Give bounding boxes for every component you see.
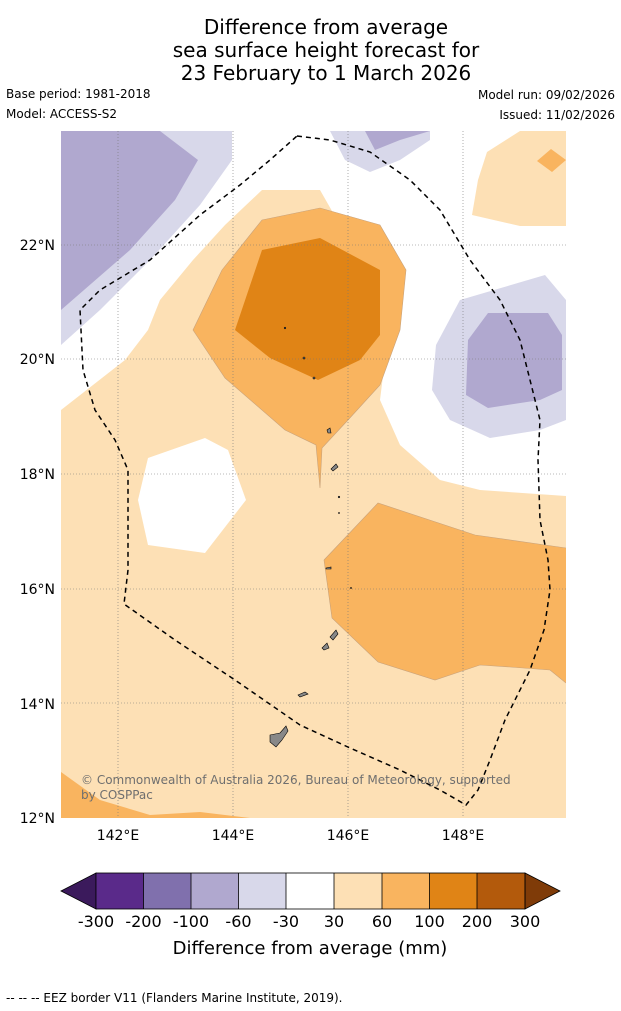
colorbar-tick-neg300: -300: [78, 912, 114, 931]
lon-label-148e: 148°E: [442, 828, 485, 844]
title-line-3: 23 February to 1 March 2026: [180, 61, 472, 85]
colorbar-tick-neg100: -100: [173, 912, 209, 931]
island-pagan: [330, 463, 339, 472]
anomaly-60-100-southwest: [61, 772, 250, 818]
colorbar-tick-neg200: -200: [125, 912, 161, 931]
colorbar-tick-30: 30: [324, 912, 344, 931]
longitude-labels: 142°E 144°E 146°E 148°E: [97, 828, 485, 844]
colorbar-tick-60: 60: [372, 912, 392, 931]
latitude-labels: 22°N 20°N 18°N 16°N 14°N 12°N: [20, 238, 55, 827]
island-maug: [312, 376, 316, 380]
island-guam: [269, 725, 289, 748]
island-tinian: [321, 642, 330, 651]
colorbar-bin-2: [143, 873, 191, 909]
colorbar: -300 -200 -100 -60 -30 30 60 100 200 300…: [60, 872, 561, 959]
lat-label-16n: 16°N: [20, 582, 55, 598]
colorbar-tick-labels: -300 -200 -100 -60 -30 30 60 100 200 300: [78, 912, 540, 931]
anomaly-neg60-neg100-east: [466, 313, 562, 408]
anomaly-neg60-neg100-northwest: [61, 131, 198, 310]
colorbar-tick-neg60: -60: [225, 912, 251, 931]
island-uracas: [283, 326, 287, 330]
lon-label-146e: 146°E: [327, 828, 370, 844]
island-alamagan: [337, 495, 341, 499]
island-asuncion: [326, 427, 332, 434]
colorbar-bin-6: [334, 873, 382, 909]
colorbar-tick-300: 300: [510, 912, 541, 931]
island-guguan: [338, 512, 340, 514]
island-anatahan: [325, 566, 332, 570]
islands: [269, 326, 352, 748]
forecast-map: © Commonwealth of Australia 2026, Bureau…: [61, 131, 566, 818]
anomaly-60-100-northeast: [537, 149, 566, 172]
anomaly-neg60-neg100-north: [365, 131, 430, 150]
near-normal-region-west: [138, 438, 246, 553]
lat-label-22n: 22°N: [20, 238, 55, 254]
colorbar-bin-3: [191, 873, 239, 909]
model-run-label: Model run: 09/02/2026: [477, 88, 615, 102]
base-period-label: Base period: 1981-2018: [6, 87, 151, 101]
copyright-line-2: by COSPPac: [81, 788, 153, 802]
colorbar-bin-8: [429, 873, 477, 909]
colorbar-tick-100: 100: [414, 912, 445, 931]
gridlines: [61, 131, 566, 818]
model-label: Model: ACCESS-S2: [6, 107, 118, 121]
lon-label-144e: 144°E: [212, 828, 255, 844]
lat-label-18n: 18°N: [20, 467, 55, 483]
island-rota: [297, 691, 309, 698]
copyright-line-1: © Commonwealth of Australia 2026, Bureau…: [81, 773, 511, 787]
issued-label: Issued: 11/02/2026: [499, 108, 615, 122]
lat-label-12n: 12°N: [20, 811, 55, 827]
colorbar-tick-neg30: -30: [273, 912, 299, 931]
colorbar-tick-200: 200: [462, 912, 493, 931]
colorbar-bin-1: [96, 873, 144, 909]
colorbar-frame: [95, 872, 526, 910]
eez-footnote: -- -- -- EEZ border V11 (Flanders Marine…: [6, 991, 343, 1005]
anomaly-neg30-neg60-north: [330, 131, 430, 172]
island-farallon: [302, 356, 306, 360]
colorbar-title: Difference from average (mm): [173, 938, 448, 959]
colorbar-bin-5: [286, 873, 334, 909]
colorbar-dividers: [143, 873, 478, 909]
near-normal-region-north: [61, 131, 566, 496]
eez-border: [79, 135, 551, 806]
island-sarigan: [350, 587, 352, 589]
anomaly-100-200-central: [235, 238, 380, 380]
title-line-2: sea surface height forecast for: [172, 38, 480, 62]
colorbar-extend-high: [524, 872, 561, 910]
lat-label-14n: 14°N: [20, 697, 55, 713]
anomaly-60-100-southeast: [324, 503, 566, 683]
colorbar-bin-7: [382, 873, 430, 909]
title-line-1: Difference from average: [203, 15, 449, 39]
colorbar-bin-9: [477, 873, 525, 909]
anomaly-30-60-northeast: [472, 131, 566, 226]
colorbar-extend-low: [60, 872, 97, 910]
lat-label-20n: 20°N: [20, 352, 55, 368]
colorbar-bin-4: [238, 873, 286, 909]
island-saipan: [329, 629, 339, 641]
lon-label-142e: 142°E: [97, 828, 140, 844]
chart-title: Difference from average sea surface heig…: [0, 16, 621, 85]
